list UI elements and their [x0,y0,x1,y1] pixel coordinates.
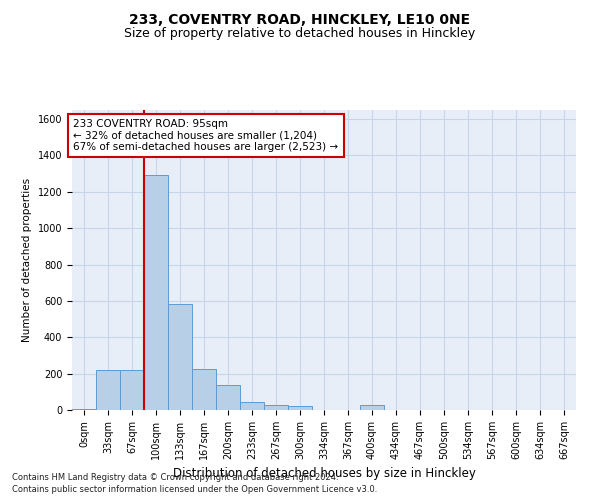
Bar [240,402,264,410]
Text: Size of property relative to detached houses in Hinckley: Size of property relative to detached ho… [124,28,476,40]
Bar [192,369,216,410]
Bar [264,406,288,410]
Bar [168,304,192,410]
Text: 233, COVENTRY ROAD, HINCKLEY, LE10 0NE: 233, COVENTRY ROAD, HINCKLEY, LE10 0NE [130,12,470,26]
Y-axis label: Number of detached properties: Number of detached properties [22,178,32,342]
Bar [216,386,240,410]
Text: Contains public sector information licensed under the Open Government Licence v3: Contains public sector information licen… [12,485,377,494]
Text: Contains HM Land Registry data © Crown copyright and database right 2024.: Contains HM Land Registry data © Crown c… [12,474,338,482]
Bar [360,404,384,410]
Bar [144,176,168,410]
X-axis label: Distribution of detached houses by size in Hinckley: Distribution of detached houses by size … [173,468,475,480]
Bar [72,409,96,410]
Bar [288,406,312,410]
Bar [120,370,144,410]
Text: 233 COVENTRY ROAD: 95sqm
← 32% of detached houses are smaller (1,204)
67% of sem: 233 COVENTRY ROAD: 95sqm ← 32% of detach… [73,119,338,152]
Bar [96,370,120,410]
